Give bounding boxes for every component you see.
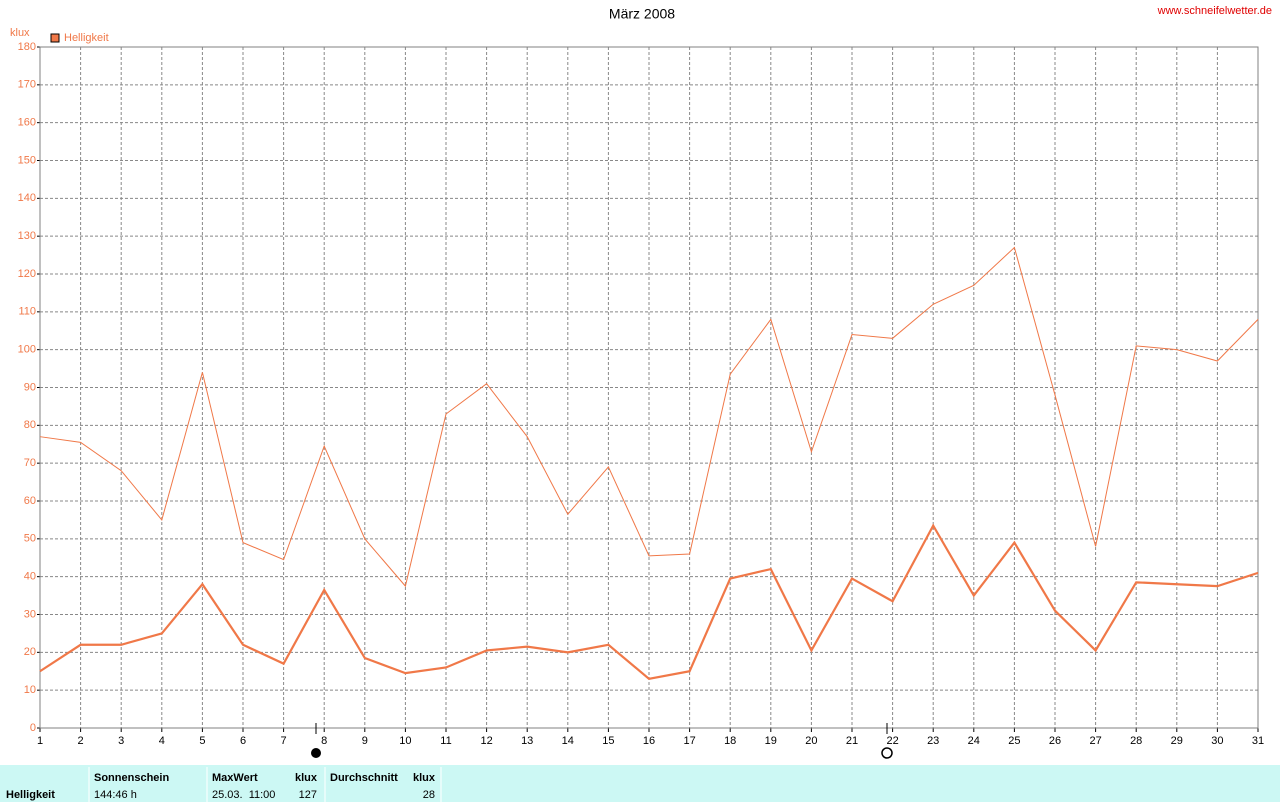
summary-table: Helligkeit Sonnenschein 144:46 h MaxWert… bbox=[0, 765, 1280, 802]
x-tick-label: 24 bbox=[968, 735, 980, 747]
x-tick-label: 4 bbox=[159, 735, 165, 747]
x-tick-label: 22 bbox=[886, 735, 898, 747]
y-tick-label: 100 bbox=[18, 344, 36, 356]
legend-swatch bbox=[50, 33, 60, 43]
y-tick-label: 90 bbox=[24, 381, 36, 393]
source: www.schneifelwetter.de bbox=[1157, 5, 1272, 17]
y-tick-label: 10 bbox=[24, 684, 36, 696]
table-background bbox=[0, 765, 1280, 802]
x-tick-label: 9 bbox=[362, 735, 368, 747]
x-tick-label: 11 bbox=[440, 735, 451, 747]
x-tick-label: 18 bbox=[724, 735, 736, 747]
header: Sonnenschein bbox=[94, 772, 169, 784]
cell: 28 bbox=[423, 789, 435, 801]
x-tick-label: 3 bbox=[118, 735, 124, 747]
y-tick-label: 110 bbox=[18, 306, 36, 318]
legend-label: Helligkeit bbox=[64, 32, 109, 44]
x-tick-label: 16 bbox=[643, 735, 655, 747]
new-moon-icon bbox=[311, 748, 321, 758]
x-tick-label: 12 bbox=[480, 735, 492, 747]
x-tick-label: 15 bbox=[602, 735, 614, 747]
x-tick-label: 20 bbox=[805, 735, 817, 747]
y-tick-label: 50 bbox=[24, 533, 36, 545]
cell: 144:46 h bbox=[94, 789, 137, 801]
x-tick-label: 14 bbox=[562, 735, 574, 747]
y-tick-label: 150 bbox=[18, 154, 36, 166]
header: klux bbox=[295, 772, 318, 784]
header: klux bbox=[413, 772, 436, 784]
cell: 127 bbox=[299, 789, 317, 801]
y-tick-label: 120 bbox=[18, 268, 36, 280]
x-tick-label: 7 bbox=[281, 735, 287, 747]
y-tick-label: 30 bbox=[24, 608, 36, 620]
x-tick-label: 1 bbox=[37, 735, 43, 747]
y-tick-label: 160 bbox=[18, 117, 36, 129]
y-tick-label: 80 bbox=[24, 419, 36, 431]
x-tick-label: 2 bbox=[78, 735, 84, 747]
x-tick-label: 19 bbox=[765, 735, 777, 747]
x-tick-label: 10 bbox=[399, 735, 411, 747]
x-tick-label: 28 bbox=[1130, 735, 1142, 747]
x-tick-label: 30 bbox=[1211, 735, 1223, 747]
header: Durchschnitt bbox=[330, 772, 398, 784]
y-tick-label: 40 bbox=[24, 571, 36, 583]
x-tick-label: 8 bbox=[321, 735, 327, 747]
plot-border bbox=[39, 46, 1259, 729]
y-tick-label: 0 bbox=[30, 722, 36, 734]
data-line bbox=[39, 246, 1259, 588]
x-tick-label: 26 bbox=[1049, 735, 1061, 747]
y-tick-label: 130 bbox=[18, 230, 36, 242]
plot-area: 0102030405060708090100110120130140150160… bbox=[18, 41, 1264, 747]
x-tick-label: 13 bbox=[521, 735, 533, 747]
x-tick-label: 23 bbox=[927, 735, 939, 747]
x-tick-label: 27 bbox=[1089, 735, 1101, 747]
y-axis-label: klux bbox=[10, 27, 30, 39]
y-tick-label: 60 bbox=[24, 495, 36, 507]
x-tick-label: 25 bbox=[1008, 735, 1020, 747]
x-tick-label: 31 bbox=[1252, 735, 1264, 747]
chart-title: März 2008 bbox=[609, 6, 675, 22]
x-tick-label: 5 bbox=[199, 735, 205, 747]
y-tick-label: 170 bbox=[18, 79, 36, 91]
data-line bbox=[39, 523, 1259, 680]
y-tick-label: 180 bbox=[18, 41, 36, 53]
x-tick-label: 6 bbox=[240, 735, 246, 747]
x-tick-label: 21 bbox=[846, 735, 858, 747]
full-moon-icon bbox=[881, 747, 893, 759]
y-tick-label: 140 bbox=[18, 192, 36, 204]
x-tick-label: 17 bbox=[683, 735, 695, 747]
cell: 25.03. 11:00 bbox=[212, 789, 275, 801]
x-tick-label: 29 bbox=[1171, 735, 1183, 747]
header: MaxWert bbox=[212, 772, 258, 784]
row-label: Helligkeit bbox=[6, 789, 55, 801]
y-tick-label: 20 bbox=[24, 646, 36, 658]
y-tick-label: 70 bbox=[24, 457, 36, 469]
